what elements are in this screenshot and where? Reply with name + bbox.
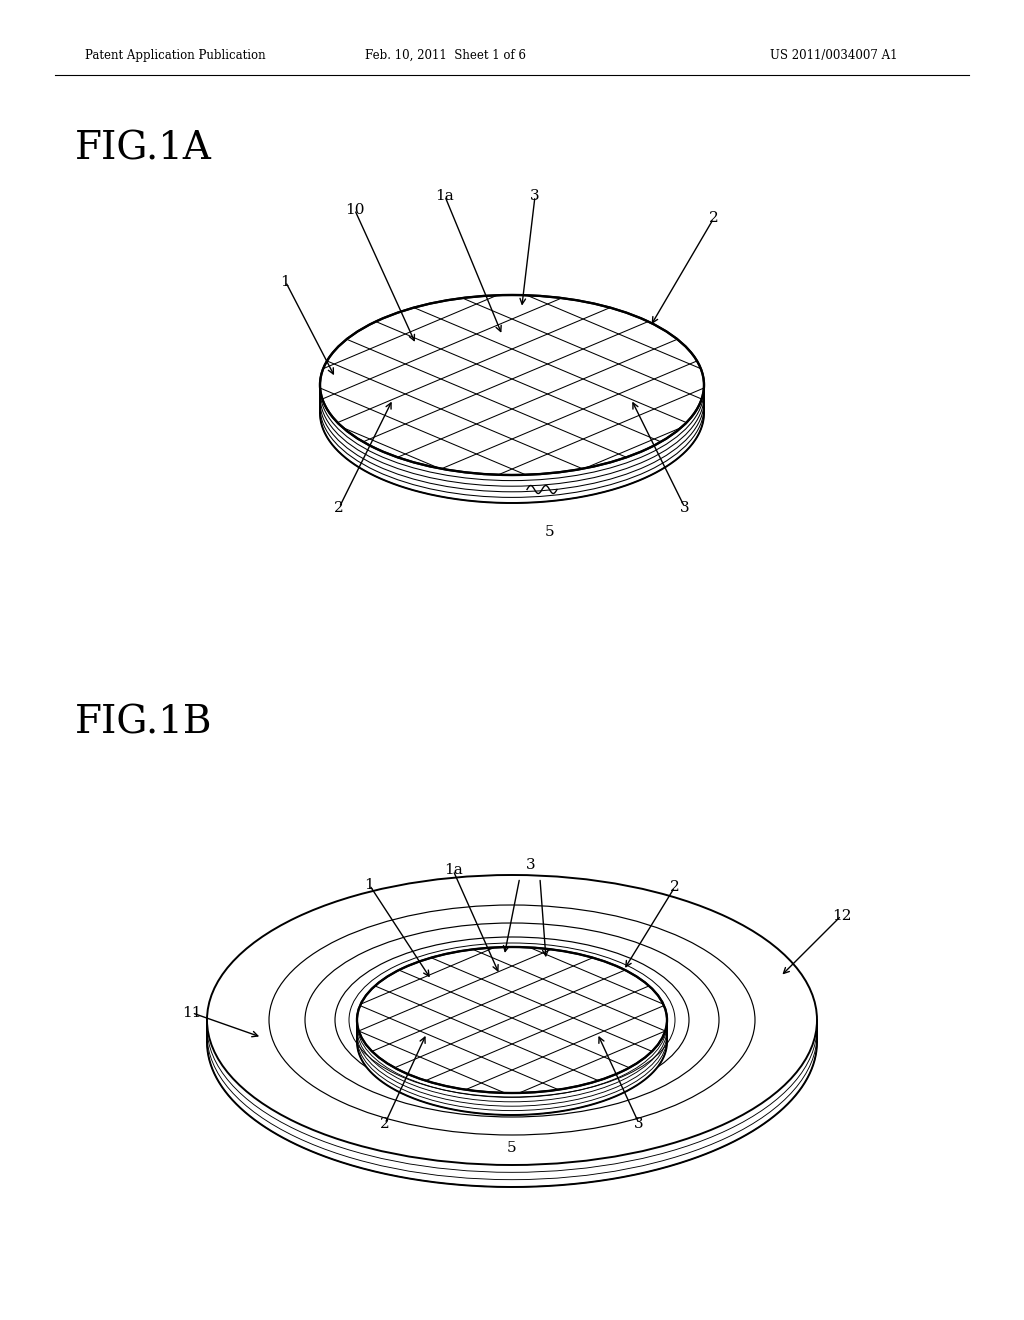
Text: 11: 11 [182,1006,202,1020]
Ellipse shape [319,323,705,503]
Text: FIG.1B: FIG.1B [75,705,213,742]
Text: US 2011/0034007 A1: US 2011/0034007 A1 [770,49,897,62]
Ellipse shape [319,312,705,492]
Text: FIG.1A: FIG.1A [75,129,212,168]
Ellipse shape [207,890,817,1180]
Text: Patent Application Publication: Patent Application Publication [85,49,265,62]
Text: 2: 2 [380,1117,390,1131]
Ellipse shape [319,301,705,480]
Ellipse shape [357,969,667,1115]
Text: 5: 5 [545,525,555,540]
Text: 1: 1 [365,878,375,892]
Ellipse shape [357,965,667,1110]
Text: Feb. 10, 2011  Sheet 1 of 6: Feb. 10, 2011 Sheet 1 of 6 [365,49,526,62]
Text: 12: 12 [831,908,851,923]
Text: 3: 3 [530,189,540,203]
Text: 3: 3 [634,1117,644,1131]
Ellipse shape [357,960,667,1106]
Ellipse shape [319,294,705,475]
Text: 3: 3 [680,500,689,515]
Ellipse shape [207,882,817,1172]
Ellipse shape [207,875,817,1166]
Ellipse shape [357,946,667,1093]
Ellipse shape [357,952,667,1097]
Text: 1a: 1a [443,863,463,878]
Text: 1: 1 [281,275,291,289]
Text: 1a: 1a [435,189,455,203]
Text: 2: 2 [334,500,344,515]
Text: 10: 10 [345,202,365,216]
Text: 5: 5 [507,1140,517,1155]
Text: 2: 2 [670,880,680,894]
Ellipse shape [319,306,705,486]
Text: 2: 2 [709,211,719,226]
Ellipse shape [207,898,817,1187]
Ellipse shape [319,317,705,498]
Ellipse shape [357,956,667,1102]
Text: 3: 3 [525,858,536,873]
